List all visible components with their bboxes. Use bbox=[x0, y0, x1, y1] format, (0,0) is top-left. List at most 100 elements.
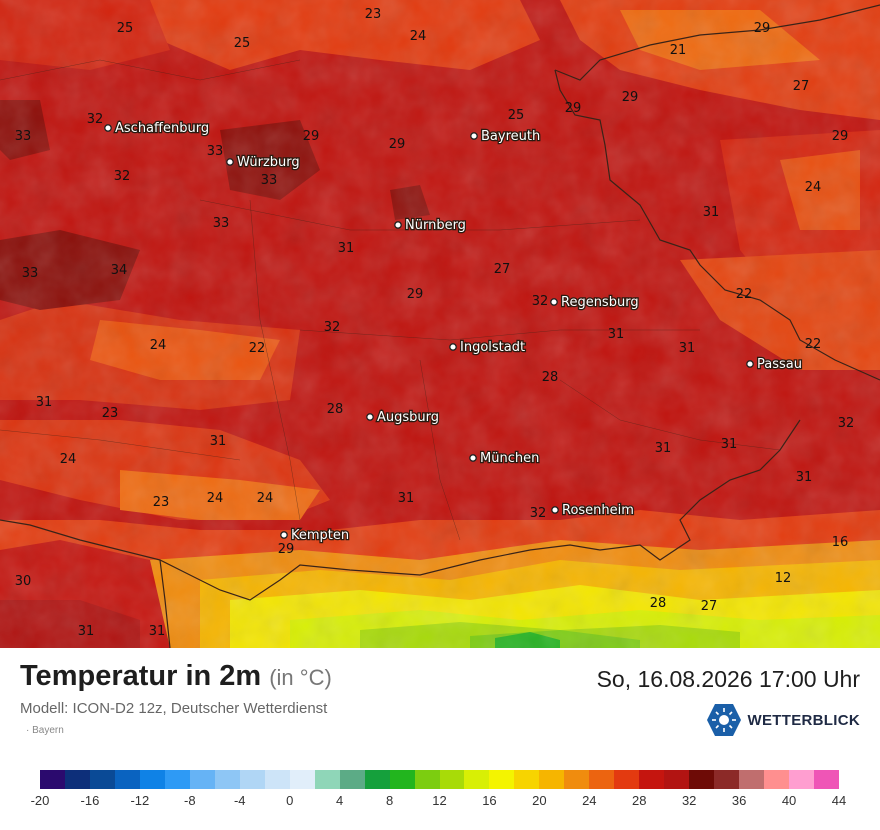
temperature-value: 25 bbox=[508, 108, 525, 123]
wetterblick-logo: WETTERBLICK bbox=[706, 703, 860, 737]
temperature-value: 23 bbox=[153, 495, 170, 510]
city-dot bbox=[469, 454, 477, 462]
color-scale-step bbox=[64, 770, 90, 789]
temperature-value: 31 bbox=[149, 624, 166, 639]
temperature-value: 33 bbox=[22, 266, 39, 281]
temperature-value: 29 bbox=[754, 21, 771, 36]
color-scale-step bbox=[339, 770, 365, 789]
color-scale-tick: 36 bbox=[731, 793, 747, 808]
color-scale-step bbox=[664, 770, 690, 789]
color-scale-step bbox=[239, 770, 265, 789]
temperature-value: 23 bbox=[102, 406, 119, 421]
temperature-value: 16 bbox=[832, 535, 849, 550]
city-label: Augsburg bbox=[377, 410, 439, 425]
city-dot bbox=[746, 360, 754, 368]
city-dot bbox=[551, 506, 559, 514]
temperature-value: 31 bbox=[721, 437, 738, 452]
temperature-value: 29 bbox=[407, 287, 424, 302]
color-scale-step bbox=[689, 770, 715, 789]
temperature-value: 32 bbox=[114, 169, 131, 184]
temperature-value: 23 bbox=[365, 7, 382, 22]
temperature-value: 31 bbox=[398, 491, 415, 506]
temperature-value: 24 bbox=[805, 180, 822, 195]
city-marker: Rosenheim bbox=[551, 502, 635, 519]
city-marker: Bayreuth bbox=[470, 128, 542, 145]
temperature-value: 31 bbox=[655, 441, 672, 456]
color-scale-tick: -4 bbox=[233, 793, 246, 808]
temperature-value: 33 bbox=[15, 129, 32, 144]
color-scale-step bbox=[164, 770, 190, 789]
color-scale-ticks: -20 -16 -12 -8 -4 0 4 8 12 16 20 24 28 32 36 40 44 bbox=[0, 793, 880, 813]
temperature-value: 24 bbox=[150, 338, 167, 353]
title-unit: (in °C) bbox=[269, 665, 332, 690]
temperature-value: 31 bbox=[338, 241, 355, 256]
city-label: Nürnberg bbox=[405, 218, 466, 233]
city-label: Aschaffenburg bbox=[115, 121, 209, 136]
color-scale-tick: 12 bbox=[432, 793, 447, 808]
temperature-value: 29 bbox=[565, 101, 582, 116]
color-scale-tick: 20 bbox=[532, 793, 547, 808]
map-texture bbox=[0, 0, 880, 648]
temperature-value: 27 bbox=[494, 262, 511, 277]
color-scale-step bbox=[789, 770, 815, 789]
temperature-value: 12 bbox=[775, 571, 792, 586]
city-label: Passau bbox=[757, 357, 802, 372]
city-label: München bbox=[480, 451, 539, 466]
color-scale-step bbox=[564, 770, 590, 789]
city-dot bbox=[104, 124, 112, 132]
color-scale-tick: 28 bbox=[632, 793, 647, 808]
temperature-value: 29 bbox=[303, 129, 320, 144]
state-borders bbox=[0, 4, 880, 648]
temperature-value: 33 bbox=[261, 173, 278, 188]
color-scale-step bbox=[114, 770, 140, 789]
color-scale-step bbox=[464, 770, 490, 789]
color-scale-tick: 44 bbox=[831, 793, 847, 808]
color-scale-step bbox=[589, 770, 615, 789]
city-marker: Würzburg bbox=[226, 154, 301, 171]
city-marker: München bbox=[469, 450, 541, 467]
color-scale-step bbox=[414, 770, 440, 789]
color-scale-step bbox=[489, 770, 515, 789]
city-label: Würzburg bbox=[237, 155, 300, 170]
logo-text: WETTERBLICK bbox=[747, 711, 860, 729]
temperature-value: 29 bbox=[832, 129, 849, 144]
city-marker: Regensburg bbox=[550, 294, 640, 311]
sun-snowflake-hexagon-icon bbox=[706, 704, 741, 736]
city-label: Regensburg bbox=[561, 295, 639, 310]
temperature-value: 31 bbox=[210, 434, 227, 449]
color-scale-step bbox=[214, 770, 240, 789]
color-scale-step bbox=[814, 770, 839, 789]
color-scale-step bbox=[764, 770, 790, 789]
temperature-value: 22 bbox=[249, 341, 266, 356]
color-scale-step bbox=[714, 770, 740, 789]
city-dot bbox=[226, 158, 234, 166]
color-scale-step bbox=[289, 770, 315, 789]
temperature-value: 32 bbox=[87, 112, 104, 127]
temperature-value: 31 bbox=[796, 470, 813, 485]
color-scale-step bbox=[639, 770, 665, 789]
color-scale-tick: 16 bbox=[482, 793, 497, 808]
temperature-value: 31 bbox=[679, 341, 696, 356]
color-scale-tick: 0 bbox=[286, 793, 294, 808]
color-scale-tick: 24 bbox=[582, 793, 597, 808]
color-scale-step bbox=[139, 770, 165, 789]
temperature-value: 29 bbox=[278, 542, 295, 557]
temperature-value: 25 bbox=[234, 36, 251, 51]
color-scale-step bbox=[614, 770, 640, 789]
city-dot bbox=[280, 531, 288, 539]
temperature-value: 28 bbox=[650, 596, 667, 611]
temperature-value: 24 bbox=[60, 452, 77, 467]
city-marker: Aschaffenburg bbox=[104, 120, 210, 137]
temperature-value: 31 bbox=[78, 624, 95, 639]
color-scale-step bbox=[364, 770, 390, 789]
city-label: Ingolstadt bbox=[460, 340, 525, 355]
color-scale-step bbox=[539, 770, 565, 789]
temperature-value: 34 bbox=[111, 263, 128, 278]
temperature-value: 32 bbox=[532, 294, 549, 309]
temperature-value: 30 bbox=[15, 574, 32, 589]
temperature-value: 24 bbox=[207, 491, 224, 506]
title-text: Temperatur in 2m bbox=[20, 660, 262, 692]
temperature-value: 25 bbox=[117, 21, 134, 36]
temperature-value: 22 bbox=[736, 287, 753, 302]
city-dot bbox=[470, 132, 478, 140]
